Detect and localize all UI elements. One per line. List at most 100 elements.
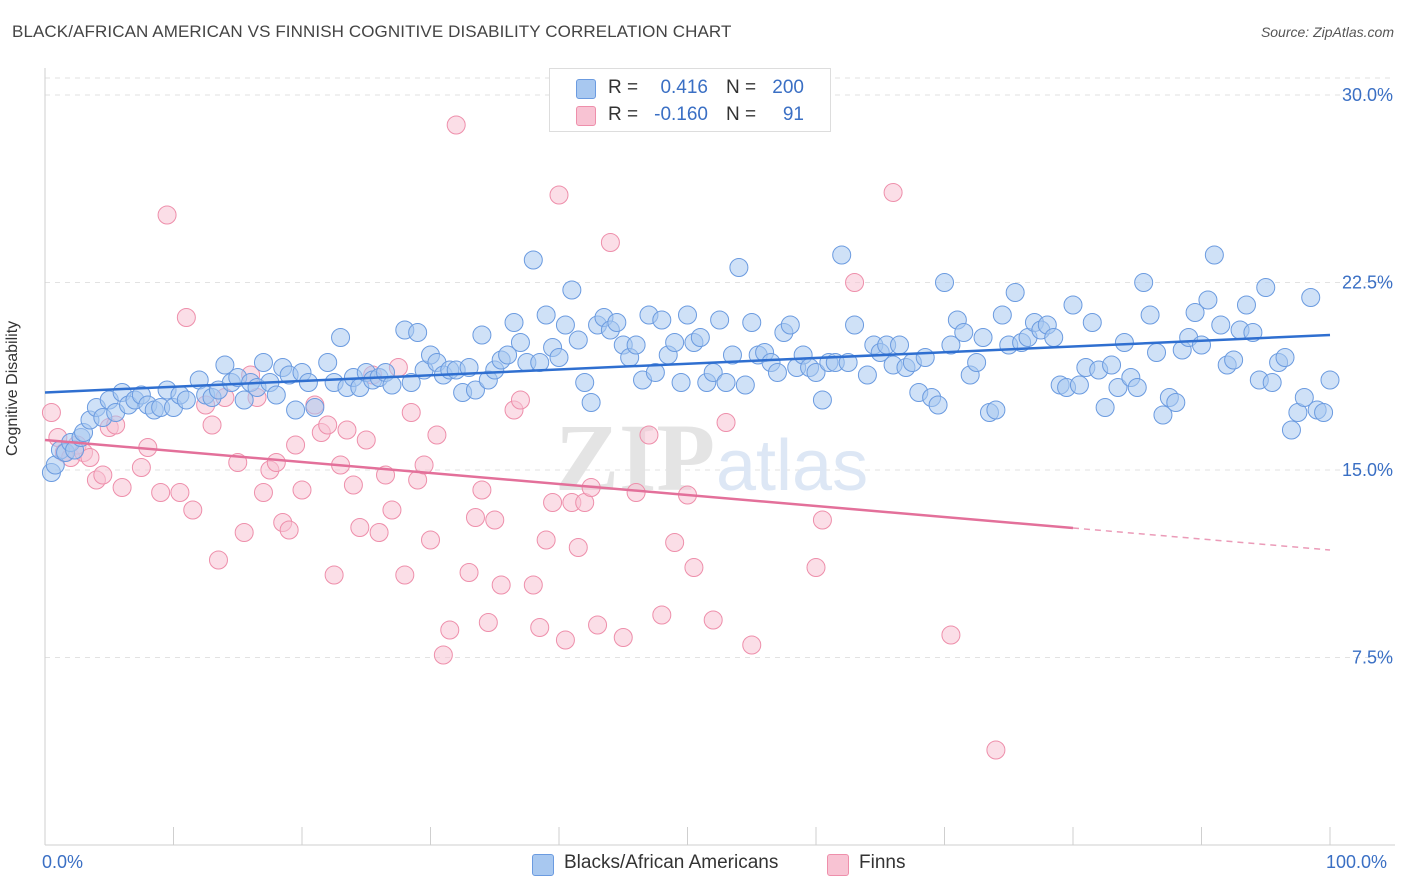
axes: [44, 68, 1395, 846]
data-point: [607, 313, 627, 332]
data-point: [767, 363, 787, 382]
data-point: [491, 575, 511, 595]
data-point: [286, 435, 306, 455]
data-point: [1069, 375, 1089, 395]
legend-swatch-blacks: [576, 79, 596, 99]
data-point: [1140, 305, 1160, 325]
n-label: N =: [726, 104, 757, 125]
data-point: [1236, 295, 1256, 315]
data-point: [1102, 355, 1122, 375]
data-point: [890, 335, 910, 355]
data-point: [716, 373, 736, 392]
data-point: [510, 390, 530, 410]
data-point: [324, 565, 344, 585]
data-point: [183, 500, 203, 520]
data-point: [806, 558, 826, 577]
data-point: [613, 628, 633, 647]
data-point: [446, 115, 466, 135]
data-point: [1198, 290, 1218, 310]
data-point: [812, 510, 832, 530]
data-point: [1185, 303, 1205, 322]
data-points: [41, 115, 1340, 760]
data-point: [93, 465, 113, 485]
data-point: [1301, 288, 1321, 307]
data-point: [1114, 333, 1134, 352]
x-tick-min: 0.0%: [42, 852, 84, 872]
data-point: [485, 510, 505, 530]
data-point: [1166, 393, 1186, 412]
data-point: [716, 413, 736, 432]
n-label: N =: [726, 77, 757, 98]
data-point: [1320, 370, 1340, 390]
data-point: [845, 273, 865, 292]
data-point: [208, 550, 228, 570]
data-point: [253, 483, 273, 502]
data-point: [1262, 373, 1282, 392]
y-tick-labels: 7.5% 15.0% 22.5% 30.0%: [1342, 85, 1393, 668]
data-point: [883, 183, 903, 202]
data-point: [568, 538, 588, 557]
data-point: [459, 358, 479, 377]
data-point: [735, 375, 755, 395]
r-value: -0.160: [654, 104, 708, 125]
source-label: Source: ZipAtlas.com: [1260, 24, 1394, 40]
trend-line: [44, 438, 1074, 530]
data-point: [536, 305, 556, 325]
data-point: [973, 328, 993, 347]
stats-row-blacks: R = 0.416 N = 200: [550, 75, 830, 101]
data-point: [504, 313, 524, 332]
data-point: [845, 315, 865, 335]
data-point: [562, 280, 582, 300]
data-point: [465, 380, 485, 400]
data-point: [1134, 273, 1154, 292]
data-point: [215, 355, 235, 375]
data-point: [414, 455, 434, 475]
data-point: [600, 233, 620, 252]
data-point: [1005, 283, 1025, 302]
data-point: [639, 425, 659, 445]
data-point: [581, 393, 601, 412]
data-point: [588, 615, 608, 635]
data-point: [652, 605, 672, 625]
data-point: [722, 345, 742, 365]
data-point: [440, 620, 460, 640]
data-point: [626, 335, 646, 355]
data-point: [523, 575, 543, 595]
data-point: [986, 740, 1006, 760]
legend-label-finns: Finns: [859, 852, 906, 873]
data-point: [1192, 335, 1211, 355]
data-point: [292, 480, 312, 500]
data-point: [941, 335, 961, 355]
data-point: [703, 610, 723, 630]
data-point: [298, 373, 318, 392]
data-point: [427, 425, 447, 445]
legend-swatch-finns: [576, 106, 596, 126]
data-point: [80, 448, 100, 467]
data-point: [331, 328, 351, 347]
data-point: [421, 530, 440, 550]
data-point: [382, 375, 402, 395]
data-point: [935, 273, 954, 292]
data-point: [433, 645, 453, 665]
data-point: [954, 323, 974, 342]
trend-line: [44, 333, 1331, 394]
data-point: [472, 480, 492, 500]
data-point: [665, 333, 685, 352]
y-tick-label: 15.0%: [1342, 460, 1393, 480]
trend-lines: [44, 333, 1331, 551]
data-point: [652, 310, 672, 330]
data-point: [478, 613, 498, 632]
data-point: [1275, 348, 1295, 367]
data-point: [671, 373, 691, 392]
data-point: [1082, 313, 1102, 332]
data-point: [665, 533, 685, 552]
data-point: [343, 475, 363, 495]
data-point: [1063, 295, 1083, 315]
series-blacks: [41, 245, 1340, 482]
data-point: [1095, 398, 1115, 417]
stats-row-finns: R = -0.160 N = 91: [550, 102, 830, 128]
data-point: [915, 348, 935, 367]
data-point: [266, 453, 286, 472]
data-point: [369, 523, 389, 542]
